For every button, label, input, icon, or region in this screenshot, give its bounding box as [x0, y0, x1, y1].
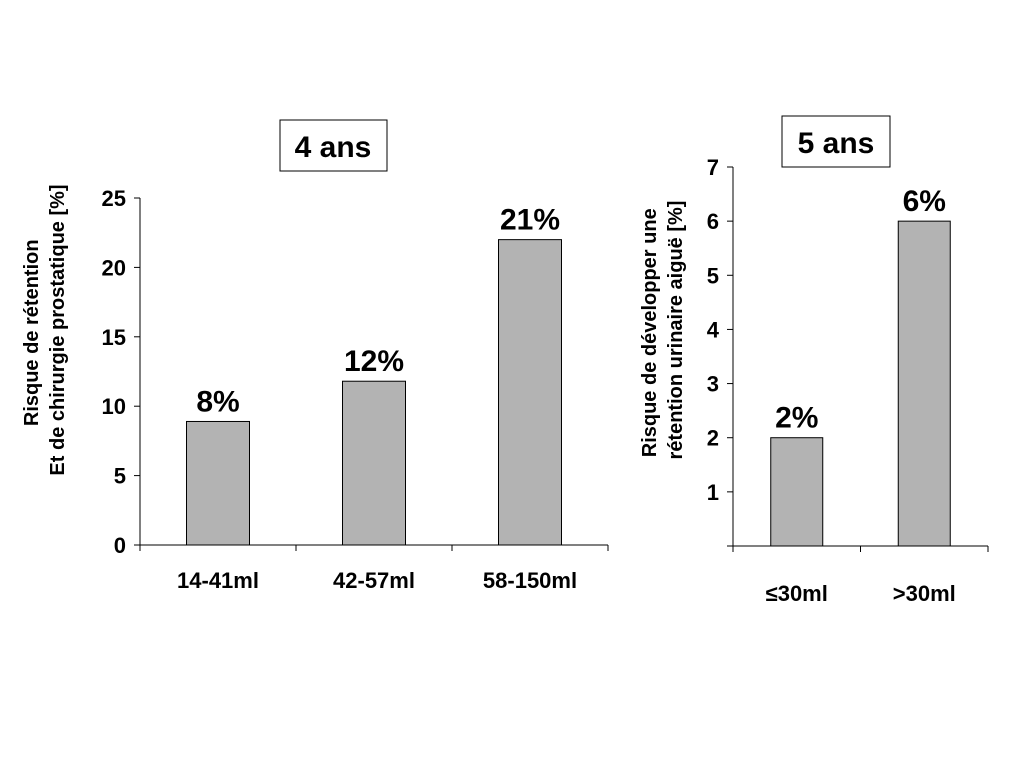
- chart1-y-tick-label: 25: [102, 186, 126, 211]
- chart2-axes: 1 2 3 4 5 6 7: [707, 155, 989, 552]
- chart1-y-tick-label: 20: [102, 255, 126, 280]
- chart2-y-tick-label: 3: [707, 372, 719, 397]
- chart1-y-axis-title: Risque de rétention Et de chirurgie pros…: [21, 184, 69, 475]
- chart-4-ans: 4 ans Risque de rétention Et de chirurgi…: [21, 119, 609, 593]
- chart2-category-label-1: ≤30ml: [766, 581, 828, 606]
- chart2-bars: [770, 220, 951, 547]
- chart2-data-label-2: 6%: [903, 185, 946, 218]
- chart2-bar-1: [770, 437, 824, 547]
- chart2-y-tick-label: 2: [707, 426, 719, 451]
- chart2-y-axis-title-line1: Risque de développer une: [639, 208, 661, 457]
- chart1-bar-3: [498, 239, 562, 546]
- chart1-y-tick-label: 5: [114, 464, 126, 489]
- chart-5-ans: 5 ans Risque de développer une rétention…: [639, 115, 989, 606]
- chart1-y-tick-label: 15: [102, 325, 126, 350]
- chart2-y-tick-label: 7: [707, 155, 719, 180]
- chart1-data-label-2: 12%: [344, 345, 404, 378]
- chart1-y-tick-label: 10: [102, 394, 126, 419]
- chart2-y-axis-title-line2: rétention urinaire aiguë [%]: [665, 201, 687, 460]
- chart1-labels: 8% 14-41ml 12% 42-57ml 21% 58-150ml: [177, 204, 577, 593]
- chart2-y-tick-label: 5: [707, 263, 719, 288]
- chart2-y-axis-title: Risque de développer une rétention urina…: [639, 201, 687, 460]
- chart2-labels: 2% ≤30ml 6% >30ml: [766, 185, 956, 606]
- chart2-category-label-2: >30ml: [893, 581, 956, 606]
- chart1-category-label-3: 58-150ml: [483, 568, 577, 593]
- chart2-y-tick-label: 6: [707, 209, 719, 234]
- chart1-bar-1: [186, 420, 250, 546]
- chart1-bars: [186, 239, 562, 546]
- chart2-y-tick-label: 1: [707, 480, 719, 505]
- chart1-bar-2: [342, 380, 406, 546]
- chart1-category-label-2: 42-57ml: [333, 568, 415, 593]
- chart1-title: 4 ans: [295, 131, 372, 164]
- chart2-title: 5 ans: [798, 127, 875, 160]
- chart1-category-label-1: 14-41ml: [177, 568, 259, 593]
- chart1-title-box: [279, 119, 388, 172]
- chart1-data-label-3: 21%: [500, 204, 560, 237]
- chart1-y-axis-title-line1: Risque de rétention: [21, 239, 43, 426]
- chart2-bar-2: [897, 220, 951, 547]
- chart2-data-label-1: 2%: [775, 402, 818, 435]
- chart1-y-tick-label: 0: [114, 533, 126, 558]
- chart1-data-label-1: 8%: [196, 385, 239, 418]
- chart2-y-tick-label: 4: [707, 317, 720, 342]
- chart2-title-box: [781, 115, 891, 168]
- chart1-y-axis-title-line2: Et de chirurgie prostatique [%]: [47, 184, 69, 475]
